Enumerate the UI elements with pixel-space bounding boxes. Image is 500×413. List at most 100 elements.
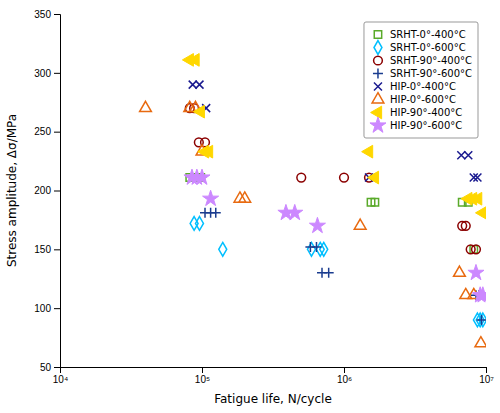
point	[195, 81, 203, 89]
point	[193, 105, 204, 118]
y-tick-mark	[54, 132, 60, 133]
point	[219, 242, 227, 256]
x-axis: 10⁴ 10⁵ 10⁶ 10⁷	[53, 367, 494, 385]
point	[140, 101, 152, 111]
y-axis-line	[54, 15, 61, 368]
y-tick-mark	[54, 73, 60, 74]
point	[194, 169, 210, 184]
x-tick-mark	[486, 367, 487, 373]
plot-area: 10⁴ 10⁵ 10⁶ 10⁷ 50 100 150 200 250 300 350 SRHT-0°-…	[34, 9, 494, 385]
y-tick: 200	[34, 185, 60, 196]
legend-symbol	[373, 69, 383, 79]
y-tick-label: 250	[34, 126, 51, 137]
point	[473, 174, 481, 182]
point	[203, 190, 219, 205]
legend-symbol	[370, 117, 386, 132]
point	[362, 145, 373, 158]
point	[475, 337, 486, 347]
point	[477, 315, 486, 325]
series	[184, 169, 486, 302]
chart: 10⁴ 10⁵ 10⁶ 10⁷ 50 100 150 200 250 300 350 SRHT-0°-…	[0, 0, 500, 413]
legend-label: HIP-90°-400°C	[390, 107, 462, 118]
y-tick: 50	[40, 362, 60, 373]
y-tick: 350	[34, 9, 60, 20]
y-tick-mark	[54, 367, 60, 368]
point	[460, 288, 472, 298]
point	[320, 242, 328, 256]
point	[461, 221, 470, 230]
y-tick-mark	[54, 14, 60, 15]
point	[340, 173, 349, 182]
legend-label: HIP-0°-600°C	[390, 94, 456, 105]
y-tick-label: 100	[34, 303, 51, 314]
series	[186, 174, 477, 253]
point	[202, 145, 213, 158]
points	[140, 54, 486, 347]
y-tick-mark	[54, 191, 60, 192]
x-tick: 10⁵	[195, 367, 210, 385]
legend-symbol	[374, 41, 382, 55]
legend-symbol	[372, 93, 384, 103]
x-tick: 10⁴	[53, 367, 68, 385]
point	[239, 192, 251, 202]
point	[307, 242, 315, 256]
legend-label: SRHT-90°-600°C	[390, 68, 472, 79]
point	[309, 217, 325, 232]
legend-symbol	[374, 31, 381, 38]
legend-symbol	[371, 106, 382, 119]
x-axis-line	[61, 368, 487, 374]
legend: SRHT-0°-400°C SRHT-0°-600°C SRHT-90°-400°C…	[364, 22, 478, 138]
y-tick-mark	[54, 249, 60, 250]
point	[454, 266, 466, 276]
point	[464, 151, 472, 159]
point	[297, 173, 306, 182]
y-tick-label: 350	[34, 9, 51, 20]
y-tick-label: 150	[34, 244, 51, 255]
point	[368, 171, 379, 184]
point	[190, 217, 198, 231]
legend-label: HIP-90°-600°C	[390, 120, 462, 131]
series	[200, 208, 486, 325]
y-tick: 100	[34, 303, 60, 314]
y-axis: 50 100 150 200 250 300 350	[34, 9, 60, 373]
y-tick-label: 300	[34, 68, 51, 79]
point	[468, 264, 484, 279]
point	[472, 245, 481, 254]
x-tick: 10⁶	[337, 367, 352, 385]
point	[189, 81, 197, 89]
x-tick-label: 10⁶	[337, 374, 352, 385]
legend-label: SRHT-90°-400°C	[390, 55, 472, 66]
y-tick-label: 50	[40, 362, 52, 373]
x-tick-label: 10⁷	[479, 374, 494, 385]
point	[475, 287, 486, 302]
legend-label: SRHT-0°-400°C	[390, 29, 466, 40]
point	[457, 151, 465, 159]
y-tick-label: 200	[34, 185, 51, 196]
y-tick-mark	[54, 308, 60, 309]
point	[471, 192, 482, 205]
y-axis-title: Stress amplitude, Δσ/MPa	[5, 114, 19, 267]
x-axis-title: Fatigue life, N/cycle	[214, 392, 332, 406]
point	[311, 242, 321, 252]
point	[475, 206, 486, 219]
point	[287, 204, 303, 219]
y-tick: 300	[34, 68, 60, 79]
x-tick-mark	[202, 367, 203, 373]
point	[466, 245, 475, 254]
series	[190, 217, 486, 327]
y-tick: 250	[34, 126, 60, 137]
point	[195, 217, 203, 231]
legend-symbol	[374, 83, 382, 91]
point	[188, 54, 199, 67]
legend-box	[364, 22, 478, 138]
point	[354, 219, 366, 229]
point	[324, 268, 334, 278]
legend-label: SRHT-0°-600°C	[390, 42, 466, 53]
y-tick: 150	[34, 244, 60, 255]
x-tick-label: 10⁴	[53, 374, 68, 385]
legend-symbol	[374, 56, 383, 65]
x-tick-label: 10⁵	[195, 374, 210, 385]
point	[211, 208, 221, 218]
point	[371, 199, 378, 206]
legend-label: HIP-0°-400°C	[390, 81, 456, 92]
